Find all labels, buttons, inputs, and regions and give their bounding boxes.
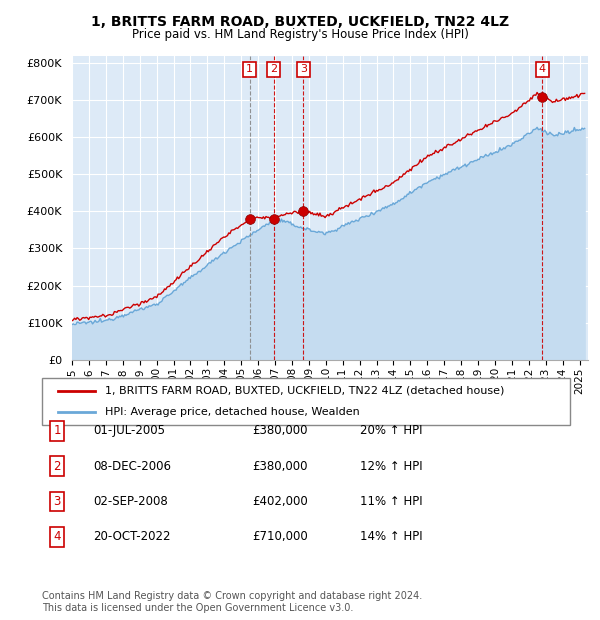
- Text: £380,000: £380,000: [252, 425, 308, 437]
- Text: 2: 2: [53, 460, 61, 472]
- Text: 3: 3: [53, 495, 61, 508]
- Text: 11% ↑ HPI: 11% ↑ HPI: [360, 495, 422, 508]
- Text: 1, BRITTS FARM ROAD, BUXTED, UCKFIELD, TN22 4LZ (detached house): 1, BRITTS FARM ROAD, BUXTED, UCKFIELD, T…: [106, 386, 505, 396]
- Text: 08-DEC-2006: 08-DEC-2006: [93, 460, 171, 472]
- Text: 1: 1: [246, 64, 253, 74]
- Text: 1: 1: [53, 425, 61, 437]
- Text: 20-OCT-2022: 20-OCT-2022: [93, 531, 170, 543]
- Text: £380,000: £380,000: [252, 460, 308, 472]
- Text: 1, BRITTS FARM ROAD, BUXTED, UCKFIELD, TN22 4LZ: 1, BRITTS FARM ROAD, BUXTED, UCKFIELD, T…: [91, 16, 509, 30]
- Text: Price paid vs. HM Land Registry's House Price Index (HPI): Price paid vs. HM Land Registry's House …: [131, 28, 469, 41]
- Text: 02-SEP-2008: 02-SEP-2008: [93, 495, 168, 508]
- Text: £710,000: £710,000: [252, 531, 308, 543]
- Text: 3: 3: [300, 64, 307, 74]
- Text: 12% ↑ HPI: 12% ↑ HPI: [360, 460, 422, 472]
- Text: 2: 2: [270, 64, 277, 74]
- Text: HPI: Average price, detached house, Wealden: HPI: Average price, detached house, Weal…: [106, 407, 360, 417]
- Text: 14% ↑ HPI: 14% ↑ HPI: [360, 531, 422, 543]
- Text: 20% ↑ HPI: 20% ↑ HPI: [360, 425, 422, 437]
- Text: Contains HM Land Registry data © Crown copyright and database right 2024.
This d: Contains HM Land Registry data © Crown c…: [42, 591, 422, 613]
- Text: £402,000: £402,000: [252, 495, 308, 508]
- Text: 4: 4: [539, 64, 546, 74]
- Text: 01-JUL-2005: 01-JUL-2005: [93, 425, 165, 437]
- Text: 4: 4: [53, 531, 61, 543]
